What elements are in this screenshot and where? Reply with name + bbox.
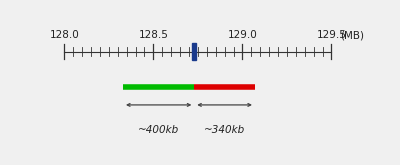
Text: 129.5: 129.5: [316, 30, 346, 40]
Text: ~340kb: ~340kb: [204, 125, 245, 135]
Text: ~400kb: ~400kb: [138, 125, 179, 135]
Bar: [192, 43, 196, 60]
Text: 128.0: 128.0: [49, 30, 79, 40]
Text: 129.0: 129.0: [228, 30, 257, 40]
Text: (MB): (MB): [340, 30, 364, 40]
Text: 128.5: 128.5: [138, 30, 168, 40]
